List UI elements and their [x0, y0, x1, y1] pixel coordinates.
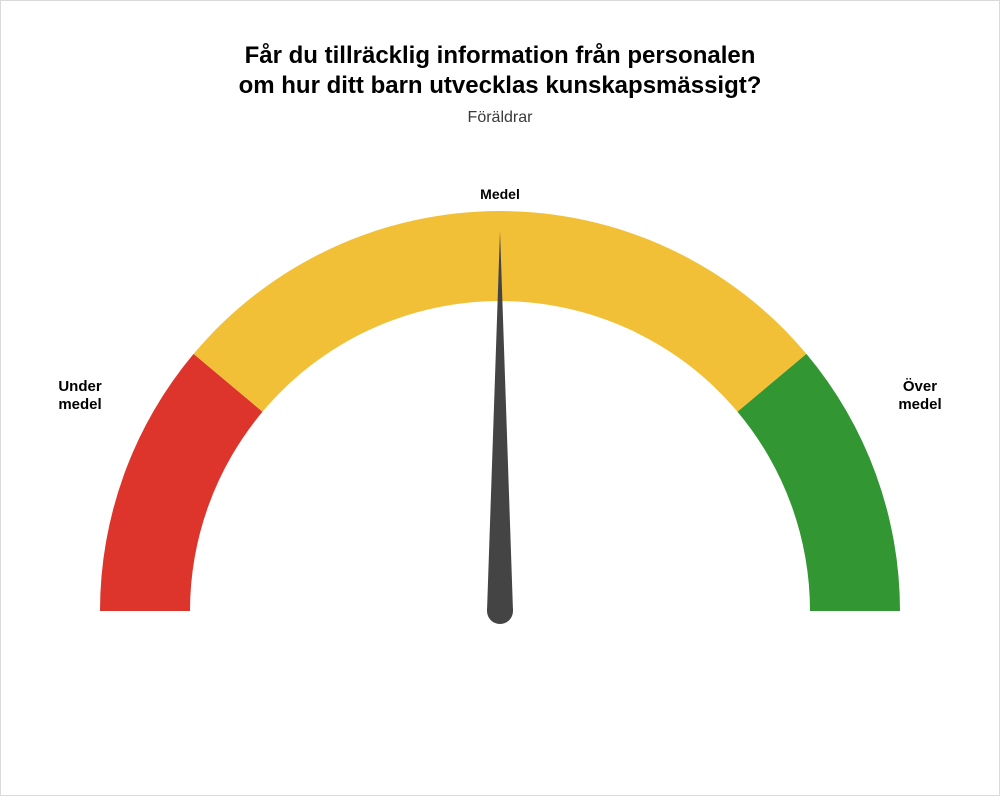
gauge-label-right-1: Över: [903, 378, 937, 395]
gauge-segment-2: [737, 354, 900, 611]
chart-title: Får du tillräcklig information från pers…: [1, 41, 999, 101]
title-line-1: Får du tillräcklig information från pers…: [245, 42, 756, 69]
gauge-label-middle: Medel: [480, 186, 520, 202]
gauge-chart: MedelUndermedelÖvermedel: [60, 171, 940, 731]
gauge-label-left-1: Under: [58, 378, 102, 395]
gauge-label-right-2: medel: [898, 396, 941, 413]
chart-frame: Får du tillräcklig information från pers…: [0, 0, 1000, 796]
gauge-needle-hub: [487, 598, 513, 624]
gauge-segment-0: [100, 354, 263, 611]
title-line-2: om hur ditt barn utvecklas kunskapsmässi…: [239, 72, 762, 99]
gauge-label-left-2: medel: [58, 396, 101, 413]
chart-subtitle: Föräldrar: [1, 109, 999, 127]
